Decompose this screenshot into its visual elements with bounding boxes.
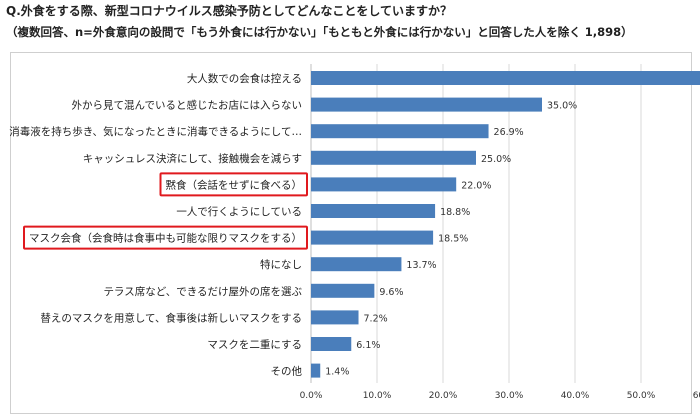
bar	[311, 177, 457, 192]
category-label: マスクを二重にする	[207, 338, 302, 351]
value-label: 7.2%	[364, 313, 388, 324]
x-tick-label: 20.0%	[429, 391, 458, 401]
value-label: 6.1%	[356, 340, 380, 351]
x-tick-label: 50.0%	[627, 391, 656, 401]
bar	[311, 363, 321, 378]
category-label: 替えのマスクを用意して、食事後は新しいマスクをする	[40, 311, 302, 324]
chart-frame	[10, 52, 692, 414]
question-title: Q.外食をする際、新型コロナウイルス感染予防としてどんなことをしていますか？	[6, 4, 453, 18]
value-label: 9.6%	[379, 287, 403, 298]
bar	[311, 97, 542, 112]
x-tick-label: 40.0%	[561, 391, 590, 401]
value-label: 18.8%	[440, 207, 470, 218]
value-label: 22.0%	[461, 180, 491, 191]
value-label: 13.7%	[406, 260, 436, 271]
bar	[311, 150, 476, 165]
value-label: 1.4%	[325, 367, 349, 378]
category-label: 特になし	[260, 259, 302, 271]
bar	[311, 230, 434, 245]
category-label: キャッシュレス決済にして、接触機会を減らす	[83, 152, 302, 165]
bar	[311, 204, 436, 218]
x-tick-label: 0.0%	[300, 391, 323, 401]
bar	[311, 257, 402, 272]
category-label: 大人数での会食は控える	[187, 72, 302, 85]
value-label: 18.5%	[438, 234, 468, 245]
bar	[311, 337, 352, 351]
bar	[311, 71, 700, 85]
category-label: 消毒液を持ち歩き、気になったときに消毒できるようにして…	[9, 125, 302, 138]
category-label: 黙食（会話をせずに食べる）	[166, 178, 303, 191]
x-tick-label: 60.0%	[693, 391, 700, 401]
x-tick-label: 10.0%	[363, 391, 392, 401]
category-label: 外から見て混んでいると感じたお店には入らない	[72, 99, 302, 112]
category-label: マスク会食（会食時は食事中も可能な限りマスクをする）	[29, 232, 302, 245]
value-label: 35.0%	[547, 101, 577, 112]
value-label: 25.0%	[481, 154, 511, 165]
highlight-box	[159, 172, 308, 197]
category-label: 一人で行くようにしている	[176, 205, 302, 218]
category-label: テラス席など、できるだけ屋外の席を選ぶ	[103, 285, 302, 298]
x-tick-label: 30.0%	[495, 391, 524, 401]
bar	[311, 310, 359, 325]
highlight-box	[23, 225, 308, 250]
bar	[311, 283, 375, 298]
question-subtitle: （複数回答、n=外食意向の設問で「もう外食には行かない」「もともと外食には行かな…	[6, 25, 633, 39]
bar	[311, 124, 489, 139]
value-label: 26.9%	[494, 127, 524, 138]
category-label: その他	[271, 365, 303, 378]
